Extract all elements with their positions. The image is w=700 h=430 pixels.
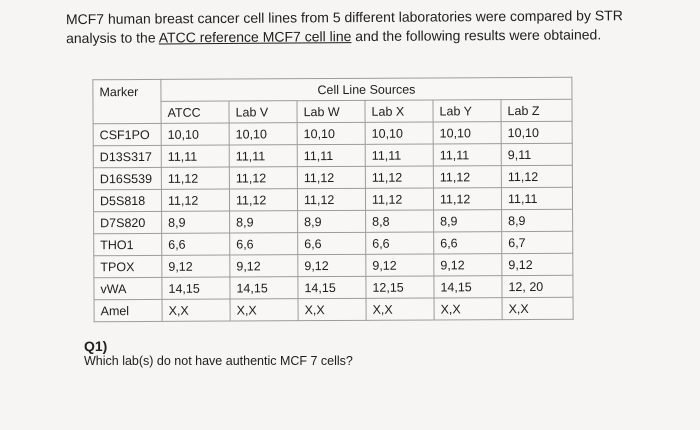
allele-cell: 9,12 bbox=[297, 254, 366, 277]
intro-text: MCF7 human breast cancer cell lines from… bbox=[66, 6, 666, 48]
allele-cell: 10,10 bbox=[229, 122, 298, 146]
allele-cell: X,X bbox=[434, 297, 503, 320]
table-row: CSF1PO 10,10 10,10 10,10 10,10 10,10 10,10 bbox=[93, 121, 573, 146]
allele-cell: X,X bbox=[366, 297, 435, 321]
allele-cell: 14,15 bbox=[433, 275, 503, 298]
allele-cell: 9,12 bbox=[433, 253, 502, 276]
allele-cell: 11,12 bbox=[229, 188, 298, 212]
marker-cell: D13S317 bbox=[93, 145, 162, 168]
allele-cell: 9,12 bbox=[161, 255, 230, 278]
allele-cell: 9,12 bbox=[365, 253, 434, 277]
table-row: D7S820 8,9 8,9 8,9 8,8 8,9 8,9 bbox=[93, 209, 573, 234]
allele-cell: 6,6 bbox=[297, 232, 366, 255]
allele-cell: 11,12 bbox=[229, 166, 298, 190]
allele-cell: 11,12 bbox=[501, 165, 573, 188]
allele-cell: 8,9 bbox=[229, 210, 298, 234]
allele-cell: 11,12 bbox=[161, 189, 230, 212]
marker-cell: THO1 bbox=[93, 233, 162, 256]
str-results-table: Marker Cell Line Sources ATCC Lab V Lab … bbox=[92, 76, 574, 323]
allele-cell: 12,15 bbox=[365, 275, 435, 299]
allele-cell: 11,11 bbox=[161, 145, 230, 168]
allele-cell: 8,9 bbox=[433, 209, 502, 232]
table-row: THO1 6,6 6,6 6,6 6,6 6,6 6,7 bbox=[93, 231, 573, 256]
column-header: ATCC bbox=[160, 101, 230, 124]
allele-cell: 8,9 bbox=[161, 211, 230, 234]
table-header-row: Marker Cell Line Sources bbox=[92, 77, 572, 124]
allele-cell: 8,9 bbox=[297, 210, 366, 233]
allele-cell: 14,15 bbox=[229, 276, 299, 300]
allele-cell: 10,10 bbox=[501, 121, 573, 144]
cell-line-sources-header: Cell Line Sources bbox=[160, 77, 572, 102]
marker-cell: D5S818 bbox=[93, 189, 162, 212]
allele-cell: X,X bbox=[162, 299, 231, 322]
allele-cell: 6,6 bbox=[229, 232, 298, 256]
allele-cell: 11,12 bbox=[297, 188, 366, 211]
column-header: Lab W bbox=[296, 100, 366, 123]
allele-cell: 11,12 bbox=[365, 187, 434, 211]
column-header-row: ATCC Lab V Lab W Lab X Lab Y Lab Z bbox=[93, 99, 573, 124]
allele-cell: 11,12 bbox=[297, 166, 366, 189]
column-header: Lab Z bbox=[500, 99, 573, 122]
question-text: Which lab(s) do not have authentic MCF 7… bbox=[84, 354, 353, 368]
allele-cell: 11,12 bbox=[161, 167, 230, 190]
allele-cell: 6,7 bbox=[501, 231, 573, 254]
allele-cell: 11,11 bbox=[297, 144, 366, 167]
column-header: Lab X bbox=[364, 99, 434, 123]
allele-cell: X,X bbox=[298, 298, 367, 321]
table-row: TPOX 9,12 9,12 9,12 9,12 9,12 9,12 bbox=[93, 253, 573, 278]
table-row: D13S317 11,11 11,11 11,11 11,11 11,11 9,11 bbox=[93, 143, 573, 168]
allele-cell: 11,12 bbox=[433, 187, 502, 210]
allele-cell: 10,10 bbox=[433, 121, 502, 144]
marker-cell: CSF1PO bbox=[93, 123, 162, 146]
table-row: vWA 14,15 14,15 14,15 12,15 14,15 12, 20 bbox=[93, 275, 574, 300]
table-row: D5S818 11,12 11,12 11,12 11,12 11,12 11,11 bbox=[93, 187, 573, 212]
marker-cell: TPOX bbox=[93, 255, 162, 278]
table-row: D16S539 11,12 11,12 11,12 11,12 11,12 11,12 bbox=[93, 165, 573, 190]
marker-cell: D7S820 bbox=[93, 211, 162, 234]
allele-cell: 6,6 bbox=[365, 231, 434, 255]
allele-cell: 9,11 bbox=[501, 143, 573, 166]
question-label: Q1) bbox=[84, 338, 108, 354]
allele-cell: X,X bbox=[502, 297, 574, 320]
allele-cell: X,X bbox=[230, 298, 299, 322]
allele-cell: 8,8 bbox=[365, 209, 434, 233]
allele-cell: 11,12 bbox=[433, 165, 502, 188]
marker-header: Marker bbox=[92, 79, 162, 124]
allele-cell: 11,12 bbox=[365, 165, 434, 189]
allele-cell: 10,10 bbox=[365, 121, 434, 145]
marker-cell: D16S539 bbox=[93, 167, 162, 190]
allele-cell: 11,11 bbox=[501, 187, 573, 210]
column-header: Lab V bbox=[228, 100, 298, 124]
allele-cell: 10,10 bbox=[161, 123, 230, 146]
allele-cell: 11,11 bbox=[433, 143, 502, 166]
allele-cell: 8,9 bbox=[501, 209, 573, 232]
allele-cell: 6,6 bbox=[161, 233, 230, 256]
column-header: Lab Y bbox=[432, 99, 502, 122]
intro-part2: and the following results were obtained. bbox=[351, 26, 602, 45]
table-row: Amel X,X X,X X,X X,X X,X X,X bbox=[94, 297, 574, 322]
allele-cell: 9,12 bbox=[229, 254, 298, 278]
allele-cell: 9,12 bbox=[501, 253, 573, 276]
allele-cell: 11,11 bbox=[229, 144, 298, 168]
atcc-reference-link[interactable]: ATCC reference MCF7 cell line bbox=[158, 28, 352, 46]
allele-cell: 14,15 bbox=[297, 276, 367, 299]
allele-cell: 11,11 bbox=[365, 143, 434, 167]
allele-cell: 10,10 bbox=[297, 122, 366, 145]
allele-cell: 6,6 bbox=[433, 231, 502, 254]
marker-cell: vWA bbox=[93, 277, 163, 300]
marker-cell: Amel bbox=[94, 299, 163, 322]
allele-cell: 12, 20 bbox=[501, 275, 574, 298]
allele-cell: 14,15 bbox=[161, 277, 231, 300]
